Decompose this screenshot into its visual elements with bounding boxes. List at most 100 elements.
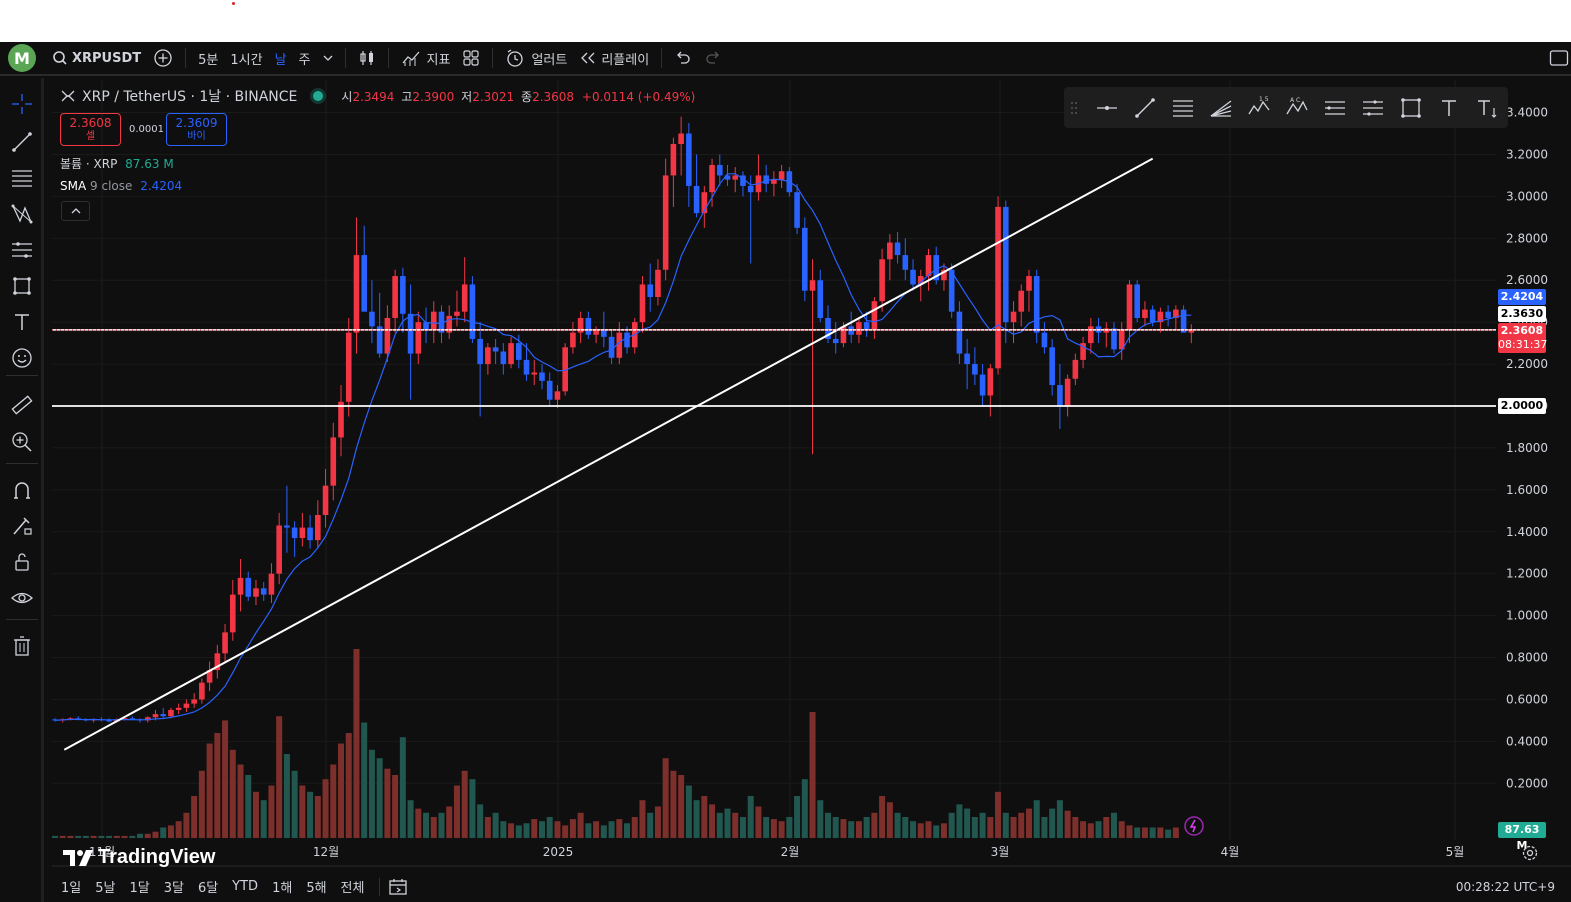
horizontal-ray-tool[interactable] [1092, 93, 1122, 123]
symbol-search[interactable]: XRPUSDT [46, 41, 147, 75]
news-flash-button[interactable] [1183, 815, 1205, 837]
range-all[interactable]: 전체 [340, 881, 365, 896]
range-1d[interactable]: 1일 [61, 881, 82, 896]
volume-bar [1165, 829, 1172, 838]
candle-body [763, 175, 769, 184]
price-chart[interactable]: 3.40003.20003.00002.80002.60002.40002.20… [0, 42, 1571, 902]
elliott-wave-tool[interactable]: 1 5 [1244, 93, 1274, 123]
alert-button[interactable]: 얼러트 [499, 41, 573, 75]
candle-body [917, 276, 924, 285]
volume-bar [585, 823, 592, 838]
range-6m[interactable]: 6달 [197, 881, 219, 896]
price-axis[interactable]: 3.40003.20003.00002.80002.60002.40002.20… [1506, 106, 1548, 791]
text-icon [15, 314, 29, 330]
magnet-tool[interactable] [6, 474, 38, 506]
fib-retracement-tool[interactable] [1168, 93, 1198, 123]
candle-body [802, 227, 808, 291]
price-tick-label: 1.4000 [1506, 525, 1548, 539]
volume-bar [624, 823, 631, 838]
crosshair-tool[interactable] [6, 88, 38, 120]
fib-tool[interactable] [6, 162, 38, 194]
clock-timezone[interactable]: 00:28:22 UTC+9 [1455, 879, 1555, 894]
candle-body [1041, 332, 1048, 348]
indicators-button[interactable]: 지표 [395, 41, 457, 75]
volume-bar [307, 791, 314, 838]
time-tick-label: 12월 [313, 845, 339, 859]
undo-button[interactable] [668, 41, 698, 75]
trendline-quick-tool[interactable] [1130, 93, 1160, 123]
volume-bar [214, 733, 221, 838]
compare-button[interactable] [147, 41, 179, 75]
measure-tool[interactable] [6, 389, 38, 421]
fib-fan-tool[interactable] [1206, 93, 1236, 123]
avatar[interactable]: M [8, 44, 36, 72]
volume-bar [438, 812, 445, 838]
interval-dropdown[interactable] [317, 41, 339, 75]
candle-body [747, 185, 754, 193]
chart-type-button[interactable] [352, 41, 382, 75]
collapse-legend-button[interactable] [61, 201, 90, 221]
hide-tool[interactable] [6, 582, 38, 614]
replay-button[interactable]: 리플레이 [573, 41, 655, 75]
lightning-icon [1184, 816, 1204, 836]
shapes-tool[interactable] [6, 270, 38, 302]
buy-button[interactable]: 2.3609 바이 [166, 113, 227, 146]
candle-body [168, 709, 174, 717]
range-1y[interactable]: 1해 [272, 881, 293, 896]
range-5d[interactable]: 5날 [95, 881, 116, 896]
volume-bar [940, 823, 947, 838]
volume-bar [979, 812, 986, 838]
range-5y[interactable]: 5해 [306, 881, 327, 896]
volume-bar [59, 835, 66, 838]
pattern-tool[interactable] [6, 198, 38, 230]
volume-bar [902, 817, 909, 838]
redo-button[interactable] [698, 41, 728, 75]
regression-tool[interactable] [1358, 93, 1388, 123]
volume-indicator-legend[interactable]: 볼륨 · XRP 87.63 M [60, 155, 174, 172]
rectangle-tool[interactable] [1396, 93, 1426, 123]
sell-button[interactable]: 2.3608 셀 [60, 113, 121, 146]
chart-settings-button[interactable] [1520, 843, 1540, 863]
magnet-icon [14, 482, 30, 499]
volume-bar [500, 821, 507, 838]
high-label: 고 [401, 89, 413, 104]
volume-bar [709, 804, 716, 838]
replay-label: 리플레이 [601, 52, 650, 68]
buy-label: 바이 [187, 131, 206, 142]
range-3m[interactable]: 3달 [163, 881, 184, 896]
range-1m[interactable]: 1달 [129, 881, 150, 896]
volume-bar [538, 821, 545, 838]
time-tick-label: 5월 [1446, 845, 1465, 859]
text-quick-tool[interactable] [1434, 93, 1464, 123]
goto-date-button[interactable] [388, 878, 408, 896]
text-size-tool[interactable] [1472, 93, 1502, 123]
candle-body [1118, 330, 1125, 350]
emoji-tool[interactable] [6, 342, 38, 374]
lock-tool[interactable] [6, 546, 38, 578]
forecast-tool[interactable] [6, 234, 38, 266]
candle-body [1064, 378, 1071, 406]
text-tool[interactable] [6, 306, 38, 338]
time-axis[interactable]: 11월 12월 2025 2월 3월 4월 5월 [89, 845, 1465, 859]
layouts-button[interactable] [456, 41, 486, 75]
range-ytd[interactable]: YTD [232, 879, 259, 894]
drag-handle[interactable] [1066, 93, 1082, 123]
parallel-channel-tool[interactable] [1320, 93, 1350, 123]
last-price-badge: 2.3608 08:31:37 [1498, 323, 1547, 353]
candle-body [794, 192, 800, 228]
interval-1d[interactable]: 날 [274, 52, 287, 68]
abc-pattern-tool[interactable]: A C [1282, 93, 1312, 123]
remove-tool[interactable] [6, 630, 38, 662]
stay-drawing-tool[interactable] [6, 510, 38, 542]
fullscreen-button[interactable] [1543, 41, 1571, 75]
trendline[interactable] [63, 157, 1154, 751]
zoom-tool[interactable] [6, 426, 38, 458]
sma-indicator-legend[interactable]: SMA 9 close 2.4204 [60, 179, 182, 193]
volume-bar [361, 722, 368, 838]
interval-5m[interactable]: 5분 [198, 52, 219, 68]
trendline-tool[interactable] [6, 126, 38, 158]
candle-body [523, 359, 530, 375]
interval-1w[interactable]: 주 [298, 52, 311, 68]
interval-1h[interactable]: 1시간 [230, 52, 263, 68]
buy-price: 2.3609 [175, 116, 218, 130]
